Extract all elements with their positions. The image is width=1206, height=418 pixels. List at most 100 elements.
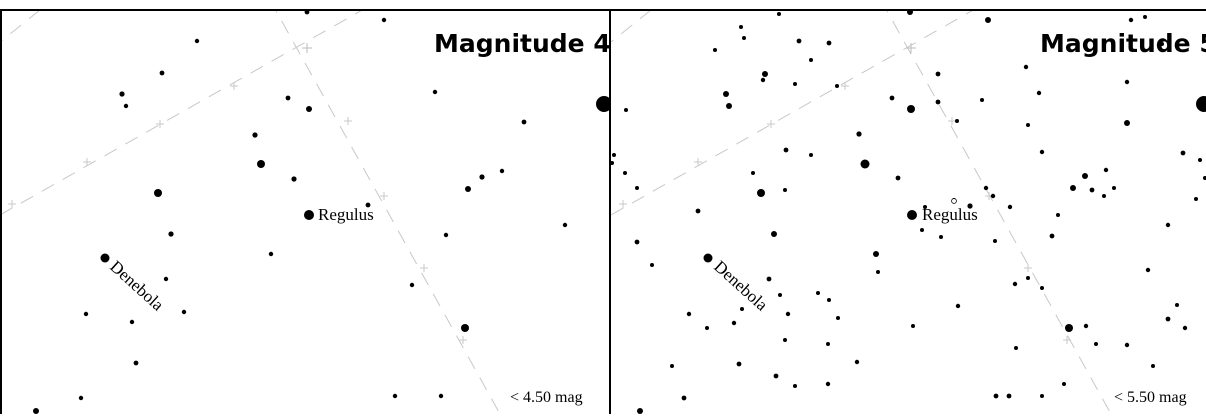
mag5-star-39	[635, 186, 639, 190]
mag5-star-84	[705, 326, 709, 330]
mag5-star-102	[1124, 342, 1130, 348]
mag5-star-26	[1036, 90, 1042, 96]
mag5-star-104	[793, 384, 797, 388]
mag5-star-106	[681, 395, 687, 401]
mag5-star-54	[907, 210, 917, 220]
mag4-star-11	[257, 160, 265, 168]
mag5-star-24	[980, 98, 984, 102]
mag5-star-65	[1056, 213, 1060, 217]
mag4-star-26	[409, 282, 415, 288]
mag5-star-25	[1023, 64, 1029, 70]
mag5-star-91	[1083, 323, 1089, 329]
mag5-star-28	[1124, 120, 1130, 126]
mag4-star-33	[392, 393, 398, 399]
mag5-star-74	[1026, 276, 1030, 280]
mag5-star-3	[742, 36, 746, 40]
mag5-star-57	[967, 203, 973, 209]
mag5-star-35	[809, 153, 813, 157]
mag5-star-22	[935, 71, 941, 77]
mag5-star-37	[611, 161, 614, 165]
mag5-star-101	[854, 359, 860, 365]
coordinate-grid	[0, 10, 501, 414]
mag5-star-99	[736, 361, 742, 367]
mag5-star-70	[703, 253, 713, 263]
mag5-star-109	[1040, 394, 1044, 398]
mag5-star-98	[1014, 346, 1018, 350]
magnitude-limit-label: < 5.50 mag	[1114, 389, 1187, 406]
mag4-star-10	[252, 132, 258, 138]
mag5-star-71	[873, 251, 879, 257]
mag5-star-78	[766, 276, 772, 282]
label-regulus: Regulus	[922, 205, 978, 224]
mag5-star-36	[612, 153, 616, 157]
mag5-star-96	[783, 338, 787, 342]
mag5-star-77	[1145, 267, 1151, 273]
mag5-star-108	[1006, 393, 1012, 399]
mag5-star-107	[993, 393, 999, 399]
mag4-star-5	[119, 91, 125, 97]
panel-title: Magnitude 5	[1040, 29, 1206, 58]
mag4-star-19	[365, 202, 371, 208]
mag5-star-100	[670, 364, 674, 368]
mag5-star-75	[1040, 286, 1044, 290]
mag5-star-11	[826, 40, 832, 46]
mag5-star-73	[1012, 281, 1018, 287]
mag5-star-63	[993, 239, 997, 243]
mag5-star-92	[1094, 342, 1098, 346]
mag4-star-25	[163, 276, 169, 282]
mag5-star-51	[1198, 158, 1202, 162]
mag4-star-23	[268, 251, 274, 257]
label-regulus: Regulus	[318, 205, 374, 224]
mag4-star-13	[154, 189, 162, 197]
mag5-star-82	[836, 316, 840, 320]
mag5-star-90	[1065, 324, 1073, 332]
mag5-star-23	[935, 99, 941, 105]
grid-line-dec-lower	[611, 10, 975, 216]
mag5-star-2	[739, 25, 743, 29]
mag5-star-44	[1082, 173, 1088, 179]
mag4-star-4	[159, 70, 165, 76]
mag5-star-97	[826, 342, 830, 346]
mag4-star-14	[465, 186, 471, 192]
mag5-star-76	[1165, 222, 1171, 228]
grid-crosses	[8, 43, 467, 344]
mag5-star-105	[825, 381, 831, 387]
mag4-star-36	[596, 96, 609, 112]
mag5-star-40	[751, 171, 755, 175]
mag4-star-20	[168, 231, 174, 237]
mag5-star-49	[1112, 186, 1116, 190]
mag5-star-79	[778, 293, 782, 297]
mag5-star-12	[809, 58, 813, 62]
mag4-star-12	[291, 176, 297, 182]
mag4-star-34	[438, 393, 444, 399]
mag5-star-43	[1039, 149, 1045, 155]
grid-line-dec-upper	[611, 10, 652, 43]
mag4-star-28	[129, 319, 135, 325]
mag5-star-4	[907, 10, 913, 15]
mag5-star-93	[1165, 316, 1171, 322]
mag5-star-58	[983, 185, 989, 191]
mag4-star-7	[285, 95, 291, 101]
mag5-star-42	[783, 188, 787, 192]
mag5-star-112	[637, 408, 643, 414]
grid-line-ra	[885, 10, 1112, 414]
mag5-star-89	[911, 324, 915, 328]
mag5-star-30	[955, 119, 959, 123]
mag5-star-81	[827, 298, 831, 302]
mag4-star-18	[304, 210, 314, 220]
mag5-star-38	[623, 171, 627, 175]
mag4-star-15	[479, 174, 485, 180]
grid-line-dec-upper	[0, 10, 41, 43]
mag4-star-3	[194, 38, 200, 44]
mag5-star-62	[939, 235, 943, 239]
mag5-star-67	[771, 231, 777, 237]
mag5-star-50	[1180, 150, 1186, 156]
panel-title: Magnitude 4	[434, 29, 611, 58]
mag5-star-86	[740, 307, 744, 311]
mag5-star-94	[1175, 303, 1179, 307]
mag5-star-88	[955, 303, 961, 309]
mag5-star-61	[920, 228, 924, 232]
magnitude-limit-label: < 4.50 mag	[510, 389, 583, 406]
